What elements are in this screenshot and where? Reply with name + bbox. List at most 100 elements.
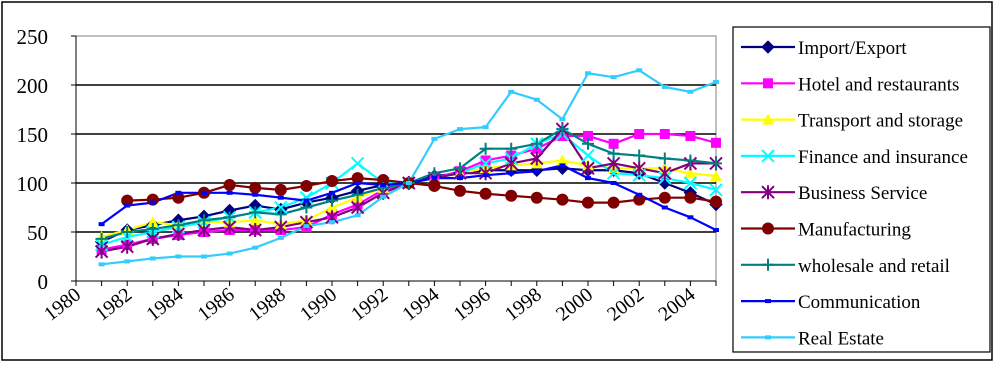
data-point-business-service <box>632 161 646 176</box>
data-point-communication <box>533 169 540 174</box>
legend-marker-communication <box>765 299 771 304</box>
legend-label-business-service: Business Service <box>798 183 927 204</box>
data-point-hotel-and-restaurants <box>608 138 619 149</box>
data-point-communication <box>482 173 489 178</box>
data-point-finance-and-insurance <box>350 156 365 171</box>
data-point-real-estate <box>585 71 591 76</box>
data-point-manufacturing <box>505 189 518 202</box>
data-point-real-estate <box>482 125 489 130</box>
data-point-communication <box>201 190 207 195</box>
y-tick-label: 50 <box>27 221 48 245</box>
data-point-manufacturing <box>658 191 671 204</box>
data-point-manufacturing <box>710 195 722 208</box>
data-point-communication <box>124 203 131 208</box>
data-point-wholesale-and-retail <box>326 194 338 207</box>
data-point-transport-and-storage <box>249 214 262 226</box>
legend-marker-business-service <box>761 185 775 200</box>
data-point-wholesale-and-retail <box>121 226 134 238</box>
data-point-communication <box>636 192 643 197</box>
data-point-business-service <box>530 151 544 166</box>
legend-marker-wholesale-and-retail <box>762 258 774 271</box>
data-point-communication <box>610 181 617 185</box>
data-point-real-estate <box>533 97 540 102</box>
data-point-business-service <box>504 156 518 171</box>
data-point-manufacturing <box>428 179 441 192</box>
data-point-real-estate <box>226 251 233 256</box>
data-point-real-estate <box>457 127 463 132</box>
legend: Import/Export Hotel and restaurants Transp… <box>741 38 968 349</box>
data-point-communication <box>380 182 387 187</box>
data-point-finance-and-insurance <box>581 148 595 163</box>
data-point-communication <box>687 215 694 220</box>
data-point-wholesale-and-retail <box>556 123 569 136</box>
y-tick-label: 100 <box>17 172 49 196</box>
data-point-wholesale-and-retail <box>300 201 313 214</box>
data-point-wholesale-and-retail <box>274 208 287 221</box>
data-point-real-estate <box>713 80 719 85</box>
data-point-transport-and-storage <box>556 154 569 166</box>
data-point-communication <box>329 190 335 195</box>
data-point-wholesale-and-retail <box>95 232 108 245</box>
legend-marker-real-estate <box>765 335 771 340</box>
data-point-real-estate <box>661 84 668 89</box>
data-point-finance-and-insurance <box>478 156 493 171</box>
data-point-real-estate <box>354 213 361 218</box>
data-point-hotel-and-restaurants <box>685 130 696 141</box>
data-point-communication <box>559 163 566 168</box>
data-point-manufacturing <box>556 193 569 206</box>
data-point-transport-and-storage <box>710 170 722 182</box>
data-point-wholesale-and-retail <box>249 206 262 219</box>
data-point-hotel-and-restaurants <box>634 129 645 139</box>
data-point-business-service <box>658 166 672 181</box>
data-point-real-estate <box>201 254 207 259</box>
data-point-transport-and-storage <box>146 216 159 228</box>
legend-label-transport-and-storage: Transport and storage <box>798 111 963 132</box>
data-point-business-service <box>94 244 109 259</box>
data-point-real-estate <box>124 259 131 264</box>
data-point-manufacturing <box>326 175 338 188</box>
data-point-finance-and-insurance <box>606 166 621 180</box>
plot-area <box>75 35 717 282</box>
data-point-real-estate <box>636 68 643 73</box>
data-point-wholesale-and-retail <box>172 219 185 232</box>
data-point-wholesale-and-retail <box>633 149 646 162</box>
data-point-manufacturing <box>249 181 262 194</box>
legend-label-real-estate: Real Estate <box>798 328 884 349</box>
legend-label-finance-and-insurance: Finance and insurance <box>798 147 968 168</box>
data-point-manufacturing <box>582 196 594 209</box>
data-point-business-service <box>120 239 134 254</box>
data-point-business-service <box>248 223 262 238</box>
data-point-finance-and-insurance <box>274 200 288 215</box>
data-point-communication <box>303 198 310 203</box>
data-point-hotel-and-restaurants <box>506 150 517 161</box>
series-markers <box>94 68 723 267</box>
y-tick-label: 150 <box>17 123 49 147</box>
legend-marker-transport-and-storage <box>762 113 774 125</box>
legend-marker-finance-and-insurance <box>761 149 775 163</box>
data-point-real-estate <box>277 235 284 240</box>
data-point-wholesale-and-retail <box>505 142 518 155</box>
data-point-wholesale-and-retail <box>351 188 364 201</box>
data-point-real-estate <box>431 136 438 141</box>
legend-label-manufacturing: Manufacturing <box>798 220 911 241</box>
data-point-manufacturing <box>684 191 697 204</box>
data-point-hotel-and-restaurants <box>659 129 670 139</box>
data-point-wholesale-and-retail <box>454 162 466 175</box>
data-point-communication <box>585 176 591 181</box>
data-point-finance-and-insurance <box>299 190 314 205</box>
data-point-communication <box>252 192 259 197</box>
data-point-real-estate <box>149 256 156 261</box>
data-point-communication <box>354 181 361 185</box>
data-point-communication <box>508 171 515 176</box>
data-point-business-service <box>350 200 365 215</box>
data-point-real-estate <box>610 75 617 80</box>
data-point-wholesale-and-retail <box>710 157 722 170</box>
data-point-manufacturing <box>530 191 543 204</box>
data-point-business-service <box>581 161 595 176</box>
data-point-wholesale-and-retail <box>530 137 543 150</box>
data-point-manufacturing <box>607 196 620 209</box>
data-point-communication <box>149 200 156 205</box>
data-point-communication <box>98 222 105 227</box>
legend-label-import-export: Import/Export <box>798 38 907 59</box>
legend-label-wholesale-and-retail: wholesale and retail <box>798 256 950 277</box>
